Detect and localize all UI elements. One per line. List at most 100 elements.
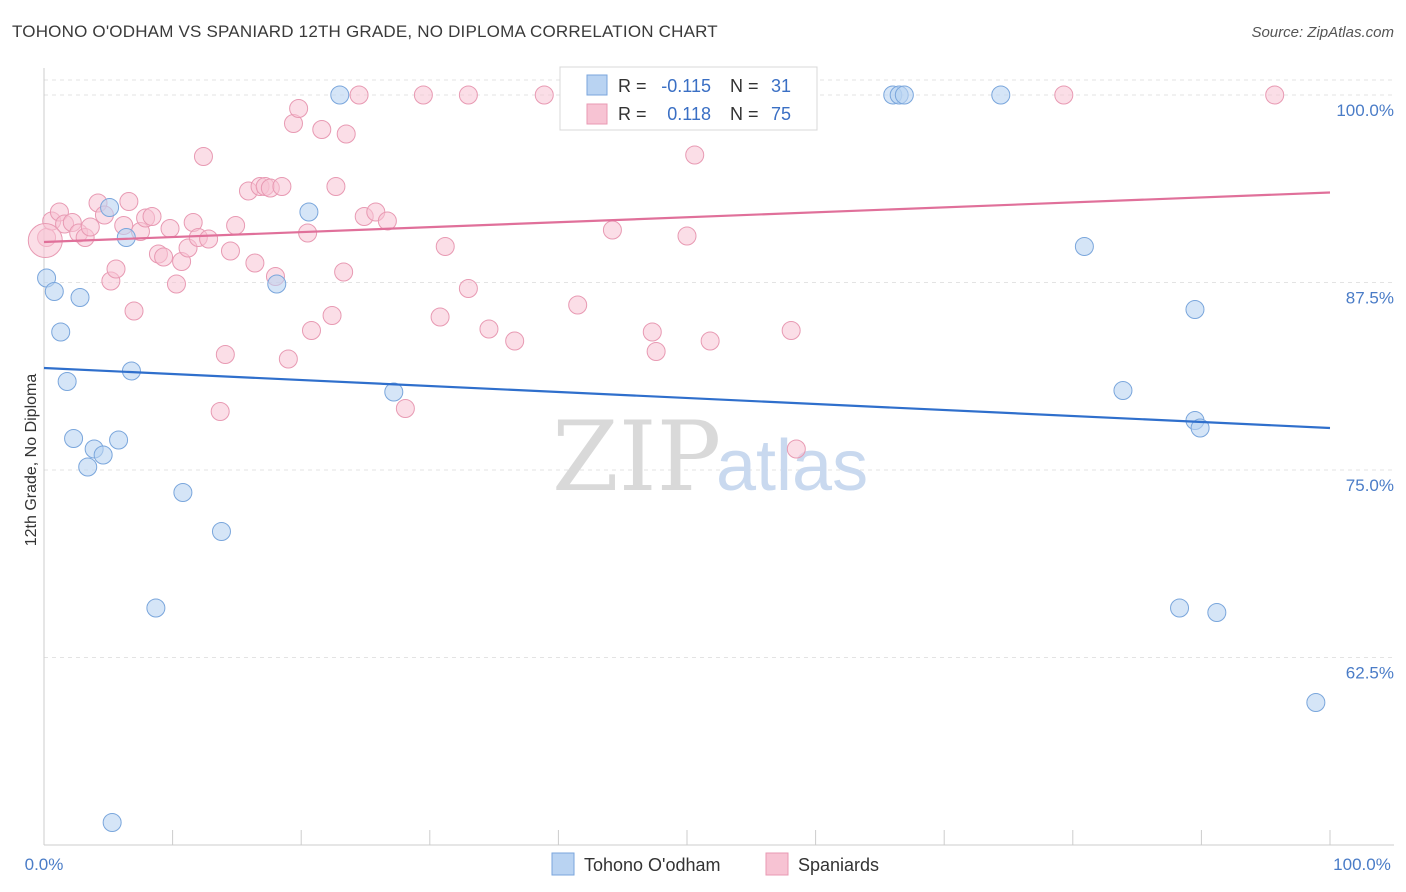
spaniards-point-47: [334, 262, 354, 282]
tohono-point-33: [102, 813, 122, 832]
spaniards-point-41: [289, 99, 309, 118]
axes: [43, 68, 1394, 846]
stats-legend-n-value-blue: 31: [771, 76, 791, 96]
spaniards-point-17: [142, 207, 162, 226]
y-tick-label-2: 87.5%: [1346, 289, 1394, 308]
spaniards-point-71: [786, 439, 806, 459]
spaniards-point-57: [458, 85, 478, 105]
spaniards-point-48: [336, 124, 356, 144]
stats-legend-r-label-pink: R =: [618, 104, 647, 124]
spaniards-point-62: [568, 295, 588, 315]
spaniards-point-64: [642, 322, 662, 342]
spaniards-point-49: [349, 85, 369, 105]
x-tick-label-min: 0.0%: [25, 855, 64, 874]
spaniards-point-20: [160, 219, 180, 238]
tohono-point-1: [44, 282, 64, 301]
stats-legend-swatch-pink: [586, 103, 608, 125]
series-legend-swatch-pink: [765, 852, 789, 876]
stats-legend-n-label-pink: N =: [730, 104, 759, 124]
spaniards-point-21: [166, 274, 186, 294]
spaniards-point-44: [312, 120, 332, 139]
spaniards-point-55: [430, 307, 450, 327]
tohono-point-10: [109, 430, 129, 450]
watermark: ZIP atlas: [552, 401, 868, 513]
spaniards-point-56: [435, 237, 455, 256]
spaniards-point-27: [199, 229, 219, 249]
tohono-point-34: [1190, 418, 1210, 438]
x-tick-label-max: 100.0%: [1333, 855, 1391, 874]
spaniards-points: [27, 85, 1285, 459]
tohono-point-23: [894, 85, 914, 105]
y-tick-labels: 62.5% 75.0% 87.5% 100.0%: [1336, 101, 1394, 683]
tohono-point-14: [173, 483, 193, 502]
tohono-points: [37, 85, 1326, 832]
tohono-point-5: [70, 288, 90, 307]
tohono-point-3: [57, 372, 77, 391]
spaniards-point-43: [301, 321, 321, 340]
spaniards-point-45: [322, 306, 342, 325]
tohono-point-30: [1185, 300, 1205, 319]
spaniards-point-60: [505, 331, 525, 351]
series-legend-label-blue: Tohono O'odham: [584, 855, 721, 875]
spaniards-point-58: [458, 279, 478, 298]
tohono-point-8: [93, 445, 113, 465]
watermark-zip: ZIP: [552, 401, 721, 513]
tohono-point-6: [78, 457, 98, 477]
tohono-point-17: [299, 202, 319, 222]
tohono-point-16: [267, 274, 287, 294]
tohono-point-18: [330, 85, 350, 105]
chart-title: TOHONO O'ODHAM VS SPANIARD 12TH GRADE, N…: [12, 22, 718, 41]
tohono-point-24: [991, 85, 1011, 105]
spaniards-point-61: [534, 85, 554, 105]
y-tick-label-0: 62.5%: [1346, 664, 1394, 683]
spaniards-point-28: [210, 402, 230, 421]
stats-legend: R = -0.115 N = 31 R = 0.118 N = 75: [559, 66, 818, 131]
spaniards-point-26: [193, 147, 213, 166]
stats-legend-r-label-blue: R =: [618, 76, 647, 96]
spaniards-point-53: [395, 399, 415, 418]
chart-source: Source: ZipAtlas.com: [1251, 24, 1394, 41]
spaniards-point-19: [154, 247, 174, 267]
spaniards-point-13: [119, 192, 139, 211]
y-tick-label-3: 100.0%: [1336, 101, 1394, 120]
y-axis-label: 12th Grade, No Diploma: [23, 374, 40, 547]
tohono-trend-line: [43, 366, 1331, 430]
spaniards-point-66: [677, 226, 697, 246]
tohono-point-9: [100, 198, 120, 217]
spaniards-point-72: [1054, 85, 1074, 105]
spaniards-point-54: [413, 85, 433, 105]
tohono-point-28: [1113, 381, 1133, 400]
stats-legend-r-value-blue: -0.115: [661, 76, 711, 96]
spaniards-point-46: [326, 177, 346, 196]
tohono-point-32: [1306, 693, 1326, 712]
spaniards-point-33: [245, 253, 265, 273]
spaniards-point-63: [602, 220, 622, 240]
spaniards-point-52: [377, 211, 397, 231]
stats-legend-n-label-blue: N =: [730, 76, 759, 96]
spaniards-point-68: [700, 331, 720, 351]
tohono-point-29: [1170, 598, 1190, 618]
x-tick-labels: 0.0% 100.0%: [25, 855, 1391, 874]
y-tick-label-1: 75.0%: [1346, 476, 1394, 495]
series-legend-swatch-blue: [551, 852, 575, 876]
spaniards-point-65: [646, 342, 666, 361]
series-legend: Tohono O'odham Spaniards: [551, 852, 879, 876]
spaniards-point-7: [80, 217, 100, 237]
tohono-point-2: [51, 322, 71, 342]
spaniards-point-39: [278, 349, 298, 369]
stats-legend-swatch-blue: [586, 74, 608, 96]
spaniards-point-31: [226, 216, 246, 235]
spaniards-point-59: [479, 319, 499, 339]
spaniards-point-70: [781, 321, 801, 340]
spaniards-trend-line: [43, 191, 1331, 244]
spaniards-point-30: [220, 241, 240, 261]
spaniards-point-67: [685, 145, 705, 165]
grid-lines: [44, 79, 1394, 658]
tohono-point-31: [1207, 603, 1227, 622]
spaniards-point-73: [1265, 85, 1285, 105]
spaniards-point-29: [215, 345, 235, 364]
trend-lines: [43, 191, 1331, 430]
tohono-point-25: [1074, 237, 1094, 256]
tohono-point-4: [64, 429, 84, 448]
